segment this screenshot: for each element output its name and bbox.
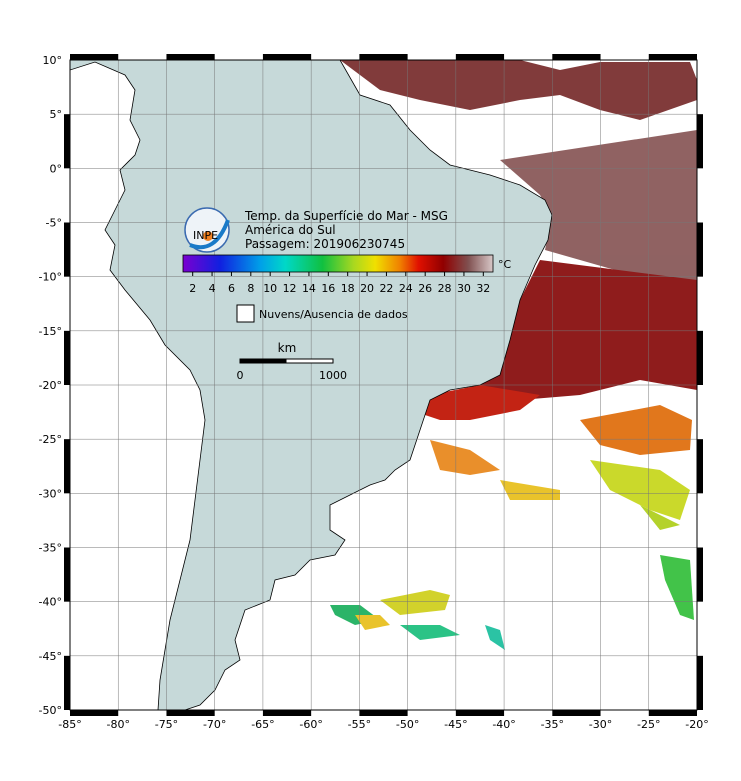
frame-bar	[697, 655, 703, 710]
frame-bar	[166, 54, 215, 60]
frame-bar	[648, 710, 697, 716]
scale-label: 0	[237, 369, 244, 382]
no-data-swatch	[236, 304, 255, 323]
colorbar-tick-label: 2	[189, 282, 196, 295]
lon-label: -35°	[541, 718, 564, 731]
colorbar-tick-label: 32	[476, 282, 490, 295]
lon-label: -80°	[106, 718, 129, 731]
frame-bar	[359, 710, 408, 716]
frame-bar	[64, 222, 70, 277]
frame-bar	[697, 330, 703, 385]
colorbar-tick-label: 6	[228, 282, 235, 295]
scale-bar-fill	[240, 359, 287, 363]
frame-bar	[697, 547, 703, 602]
lat-label: -5°	[46, 217, 62, 230]
lat-label: -45°	[39, 650, 62, 663]
frame-bar	[648, 54, 697, 60]
lon-label: -65°	[251, 718, 274, 731]
lon-label: -70°	[203, 718, 226, 731]
frame-bar	[262, 710, 312, 716]
colorbar-tick-label: 20	[360, 282, 374, 295]
frame-bar	[70, 710, 119, 716]
colorbar-tick-label: 18	[341, 282, 355, 295]
lat-label: -40°	[39, 596, 62, 609]
colorbar-unit: °C	[498, 258, 512, 271]
frame-bar	[455, 710, 505, 716]
frame-bar	[552, 710, 601, 716]
frame-bar	[64, 330, 70, 385]
logo-text: INPE	[193, 229, 218, 242]
scale-unit: km	[278, 341, 297, 355]
colorbar-tick-label: 16	[321, 282, 335, 295]
colorbar-ticks: 2 4 6 8 10 12 14 16 18 20 22 24 26 28 30 32	[189, 272, 490, 295]
frame-bar	[262, 54, 312, 60]
lat-label: -20°	[39, 379, 62, 392]
lat-label: -15°	[39, 325, 62, 338]
lat-label: -50°	[39, 704, 62, 717]
frame-bar	[166, 710, 215, 716]
lon-label: -60°	[299, 718, 322, 731]
colorbar-tick-label: 30	[457, 282, 471, 295]
graticule	[70, 60, 697, 710]
frame-bar	[64, 439, 70, 494]
lon-label: -45°	[444, 718, 467, 731]
legend: INPE Temp. da Superfície do Mar - MSG Am…	[182, 207, 512, 382]
frame-bar	[70, 54, 119, 60]
colorbar	[182, 254, 494, 273]
lon-label: -20°	[685, 718, 708, 731]
lat-label: 0°	[50, 162, 63, 175]
lon-label: -85°	[58, 718, 81, 731]
frame-bar	[64, 547, 70, 602]
colorbar-tick-label: 24	[399, 282, 413, 295]
title-line: América do Sul	[245, 223, 336, 237]
title-line: Temp. da Superfície do Mar - MSG	[244, 209, 448, 223]
colorbar-tick-label: 10	[263, 282, 277, 295]
map-area	[70, 60, 697, 710]
lon-label: -30°	[589, 718, 612, 731]
lat-label: -25°	[39, 433, 62, 446]
logo: INPE	[184, 207, 230, 253]
frame-bar	[697, 222, 703, 277]
lat-label: -30°	[39, 487, 62, 500]
frame-bars	[64, 54, 703, 716]
frame-bar	[697, 114, 703, 169]
frame-bar	[697, 439, 703, 494]
lat-label: 10°	[43, 54, 63, 67]
axis-labels: -85° -80° -75° -70° -65° -60° -55° -50° -45° -40°…	[39, 54, 709, 731]
frame-bar	[552, 54, 601, 60]
colorbar-tick-label: 22	[379, 282, 393, 295]
lon-label: -55°	[348, 718, 371, 731]
colorbar-tick-label: 28	[438, 282, 452, 295]
title-line: Passagem: 201906230745	[245, 237, 405, 251]
sst-patches	[330, 60, 697, 650]
scale-label: 1000	[319, 369, 347, 382]
colorbar-tick-label: 26	[418, 282, 432, 295]
colorbar-tick-label: 4	[209, 282, 216, 295]
lon-label: -75°	[155, 718, 178, 731]
no-data-label: Nuvens/Ausencia de dados	[259, 308, 408, 321]
colorbar-tick-label: 8	[247, 282, 254, 295]
lon-label: -25°	[637, 718, 660, 731]
lon-label: -40°	[492, 718, 515, 731]
frame-bar	[455, 54, 505, 60]
lat-label: -35°	[39, 542, 62, 555]
colorbar-tick-label: 12	[283, 282, 297, 295]
frame-bar	[64, 655, 70, 710]
lat-label: -10°	[39, 271, 62, 284]
lat-label: 5°	[50, 108, 63, 121]
frame-bar	[64, 114, 70, 169]
lon-label: -50°	[396, 718, 419, 731]
frame-bar	[359, 54, 408, 60]
colorbar-tick-label: 14	[302, 282, 316, 295]
